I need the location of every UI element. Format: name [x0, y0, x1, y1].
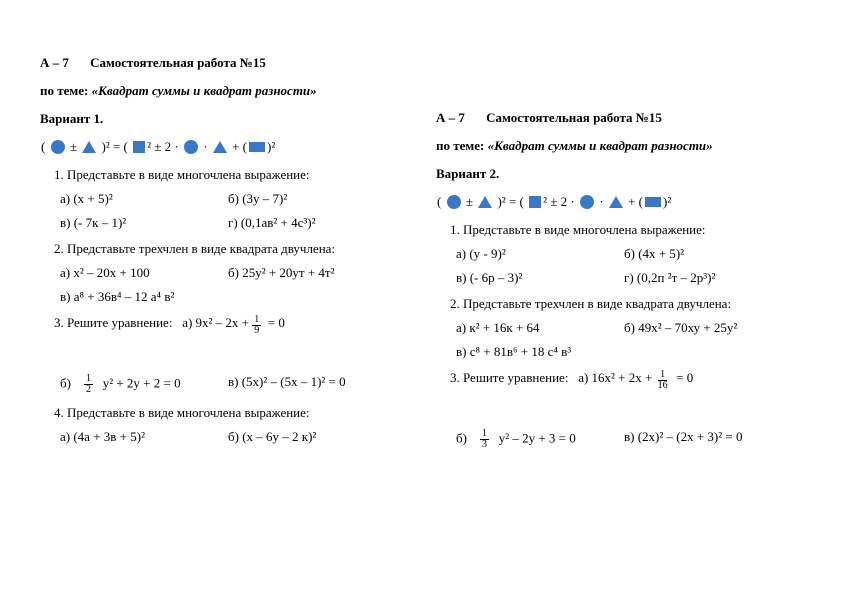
q3-text-v2: 3. Решите уравнение: — [450, 370, 568, 391]
q4-text-v1: 4. Представьте в виде многочлена выражен… — [54, 405, 396, 421]
header-v2: А – 7 Самостоятельная работа №15 — [436, 110, 792, 126]
q1c-v1: в) (- 7к – 1)² — [60, 215, 228, 231]
q1b-v2: б) (4х + 5)² — [624, 246, 792, 262]
circle-icon — [447, 195, 461, 209]
q3a-pre-v2: а) 16х² + 2х + — [578, 370, 652, 391]
q3-v2: 3. Решите уравнение: а) 16х² + 2х + 1 16… — [436, 370, 792, 450]
topic-label-v2: по теме: — [436, 138, 484, 153]
triangle-icon — [213, 141, 227, 153]
frac-icon: 1 2 — [84, 374, 93, 395]
q1a-v1: а) (х + 5)² — [60, 191, 228, 207]
q1d-v2: г) (0,2п ²т – 2р³)² — [624, 270, 792, 286]
topic-label-v1: по теме: — [40, 83, 88, 98]
frac-icon: 1 3 — [480, 429, 489, 450]
grade-v2: А – 7 — [436, 110, 465, 125]
variant-1-column: А – 7 Самостоятельная работа №15 по теме… — [40, 55, 416, 575]
triangle-icon — [82, 141, 96, 153]
q2-text-v2: 2. Представьте трехчлен в виде квадрата … — [450, 296, 792, 312]
q4a-v1: а) (4а + 3в + 5)² — [60, 429, 228, 445]
topic-subject-v2: «Квадрат суммы и квадрат разности» — [488, 138, 713, 153]
variant-2-column: А – 7 Самостоятельная работа №15 по теме… — [416, 55, 812, 575]
q1b-v1: б) (3у – 7)² — [228, 191, 396, 207]
q2c-v1: в) а⁸ + 36в⁴ – 12 а⁴ в² — [60, 289, 396, 305]
q4b-v1: б) (х – 6у – 2 к)² — [228, 429, 396, 445]
q1d-v1: г) (0,1ав² + 4с³)² — [228, 215, 396, 231]
rect-icon — [645, 197, 661, 207]
q3-v1: 3. Решите уравнение: а) 9х² – 2х + 1 9 =… — [40, 315, 396, 395]
frac-icon: 1 9 — [252, 315, 261, 336]
frac-icon: 1 16 — [656, 370, 670, 391]
q1a-v2: а) (у - 9)² — [456, 246, 624, 262]
q1-v2: 1. Представьте в виде многочлена выражен… — [436, 222, 792, 286]
q3b-post-v1: у² + 2у + 2 = 0 — [103, 375, 181, 390]
topic-subject-v1: «Квадрат суммы и квадрат разности» — [92, 83, 317, 98]
square-icon — [133, 141, 145, 153]
triangle-icon — [478, 196, 492, 208]
q3b-pre-v2: б) — [456, 430, 467, 445]
topic-v1: по теме: «Квадрат суммы и квадрат разнос… — [40, 83, 396, 99]
q2b-v1: б) 25у² + 20ут + 4т² — [228, 265, 396, 281]
square-icon — [529, 196, 541, 208]
q3a-post-v1: = 0 — [268, 315, 285, 336]
header-v1: А – 7 Самостоятельная работа №15 — [40, 55, 396, 71]
rect-icon — [249, 142, 265, 152]
q1-text-v1: 1. Представьте в виде многочлена выражен… — [54, 167, 396, 183]
title-v1: Самостоятельная работа №15 — [90, 55, 266, 70]
title-v2: Самостоятельная работа №15 — [486, 110, 662, 125]
topic-v2: по теме: «Квадрат суммы и квадрат разнос… — [436, 138, 792, 154]
circle-icon — [580, 195, 594, 209]
q2-text-v1: 2. Представьте трехчлен в виде квадрата … — [54, 241, 396, 257]
q3c-v2: в) (2х)² – (2х + 3)² = 0 — [624, 429, 792, 450]
formula-v2: ( ± )² = ( ² ± 2 · · + ( )² — [436, 194, 792, 210]
q2a-v2: а) к² + 16к + 64 — [456, 320, 624, 336]
q3b-post-v2: у² – 2у + 3 = 0 — [499, 430, 576, 445]
variant-label-v1: Вариант 1. — [40, 111, 396, 127]
q2a-v1: а) х² – 20х + 100 — [60, 265, 228, 281]
formula-v1: ( ± )² = ( ² ± 2 · · + ( )² — [40, 139, 396, 155]
q1c-v2: в) (- 6р – 3)² — [456, 270, 624, 286]
q3b-pre-v1: б) — [60, 375, 71, 390]
q4-v1: 4. Представьте в виде многочлена выражен… — [40, 405, 396, 445]
triangle-icon — [609, 196, 623, 208]
q3c-v1: в) (5х)² – (5х – 1)² = 0 — [228, 374, 396, 395]
q1-v1: 1. Представьте в виде многочлена выражен… — [40, 167, 396, 231]
circle-icon — [184, 140, 198, 154]
q3a-post-v2: = 0 — [676, 370, 693, 391]
circle-icon — [51, 140, 65, 154]
q3a-pre-v1: а) 9х² – 2х + — [182, 315, 249, 336]
q2b-v2: б) 49х² – 70ху + 25у² — [624, 320, 792, 336]
q2-v2: 2. Представьте трехчлен в виде квадрата … — [436, 296, 792, 360]
q2c-v2: в) с⁸ + 81в⁶ + 18 с⁴ в³ — [456, 344, 792, 360]
q3-text-v1: 3. Решите уравнение: — [54, 315, 172, 336]
q1-text-v2: 1. Представьте в виде многочлена выражен… — [450, 222, 792, 238]
grade-v1: А – 7 — [40, 55, 69, 70]
variant-label-v2: Вариант 2. — [436, 166, 792, 182]
q2-v1: 2. Представьте трехчлен в виде квадрата … — [40, 241, 396, 305]
